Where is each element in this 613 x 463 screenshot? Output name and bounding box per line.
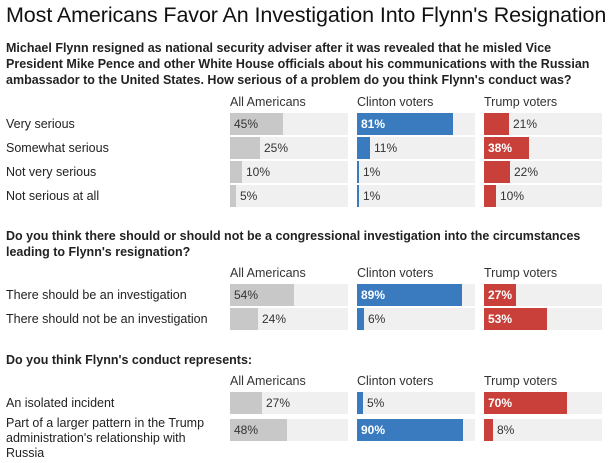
bar <box>357 161 359 183</box>
row-label: There should not be an investigation <box>6 312 208 326</box>
bar-track: 1% <box>357 185 475 207</box>
bar-track: 81% <box>357 113 475 135</box>
column-header: Clinton voters <box>357 374 434 388</box>
bar-track: 38% <box>484 137 602 159</box>
bar-track: 5% <box>357 392 475 414</box>
bar <box>230 308 258 330</box>
bar-track: 70% <box>484 392 602 414</box>
question-text: Do you think Flynn's conduct represents: <box>6 353 253 367</box>
data-label: 11% <box>374 141 398 155</box>
bar <box>484 185 496 207</box>
bar-track: 24% <box>230 308 348 330</box>
bar <box>484 137 529 159</box>
column-header: All Americans <box>230 374 306 388</box>
bar <box>357 113 453 135</box>
data-label: 5% <box>367 396 385 410</box>
bar-track: 6% <box>357 308 475 330</box>
bar <box>484 113 509 135</box>
bar-track: 11% <box>357 137 475 159</box>
row-label: An isolated incident <box>6 396 115 410</box>
row-label: Not very serious <box>6 165 97 179</box>
data-label: 38% <box>488 141 513 155</box>
bar-track: 10% <box>230 161 348 183</box>
data-label: 24% <box>262 312 287 326</box>
data-label: 45% <box>234 117 259 131</box>
bar-track: 1% <box>357 161 475 183</box>
data-label: 1% <box>363 189 381 203</box>
bar <box>230 284 294 306</box>
data-label: 8% <box>497 423 515 437</box>
data-label: 70% <box>488 396 513 410</box>
bar <box>484 161 510 183</box>
bar <box>484 419 493 441</box>
question-text: Do you think there should or should not … <box>6 229 581 259</box>
data-label: 1% <box>363 165 381 179</box>
bar-track: 48% <box>230 419 348 441</box>
bar <box>357 185 359 207</box>
column-header: Trump voters <box>484 266 558 280</box>
bar <box>357 284 462 306</box>
bar-track: 22% <box>484 161 602 183</box>
bar-track: 27% <box>230 392 348 414</box>
column-header: Trump voters <box>484 95 558 109</box>
column-header: Clinton voters <box>357 266 434 280</box>
bar <box>357 392 363 414</box>
question-text: Michael Flynn resigned as national secur… <box>6 41 590 87</box>
row-label: Part of a larger pattern in the Trump ad… <box>6 416 205 460</box>
bar <box>230 392 262 414</box>
bar <box>230 185 236 207</box>
bar-track: 45% <box>230 113 348 135</box>
data-label: 89% <box>361 288 386 302</box>
bar-track: 90% <box>357 419 475 441</box>
bar-track: 10% <box>484 185 602 207</box>
data-label: 90% <box>361 423 386 437</box>
chart-title: Most Americans Favor An Investigation In… <box>6 3 607 27</box>
bar <box>357 308 364 330</box>
bar <box>484 308 547 330</box>
column-header: Trump voters <box>484 374 558 388</box>
row-label: There should be an investigation <box>6 288 187 302</box>
bar <box>230 419 287 441</box>
data-label: 6% <box>368 312 386 326</box>
bar-track: 8% <box>484 419 602 441</box>
data-label: 5% <box>240 189 258 203</box>
data-label: 27% <box>266 396 291 410</box>
column-header: All Americans <box>230 95 306 109</box>
bar-track: 53% <box>484 308 602 330</box>
bar-track: 89% <box>357 284 475 306</box>
data-label: 48% <box>234 423 259 437</box>
bar-track: 5% <box>230 185 348 207</box>
row-label: Very serious <box>6 117 75 131</box>
bar <box>357 419 463 441</box>
bar <box>230 137 260 159</box>
column-header: All Americans <box>230 266 306 280</box>
bar <box>230 161 242 183</box>
row-label: Not serious at all <box>6 189 100 203</box>
column-header: Clinton voters <box>357 95 434 109</box>
bar <box>230 113 283 135</box>
bar <box>484 284 516 306</box>
bar-track: 25% <box>230 137 348 159</box>
data-label: 25% <box>264 141 289 155</box>
data-label: 27% <box>488 288 513 302</box>
data-label: 81% <box>361 117 386 131</box>
data-label: 10% <box>500 189 525 203</box>
data-label: 53% <box>488 312 513 326</box>
bar-track: 54% <box>230 284 348 306</box>
data-label: 54% <box>234 288 259 302</box>
data-label: 22% <box>514 165 539 179</box>
row-label: Somewhat serious <box>6 141 109 155</box>
data-label: 10% <box>246 165 271 179</box>
data-label: 21% <box>513 117 538 131</box>
bar <box>357 137 370 159</box>
bar-track: 21% <box>484 113 602 135</box>
bar <box>484 392 567 414</box>
bar-track: 27% <box>484 284 602 306</box>
